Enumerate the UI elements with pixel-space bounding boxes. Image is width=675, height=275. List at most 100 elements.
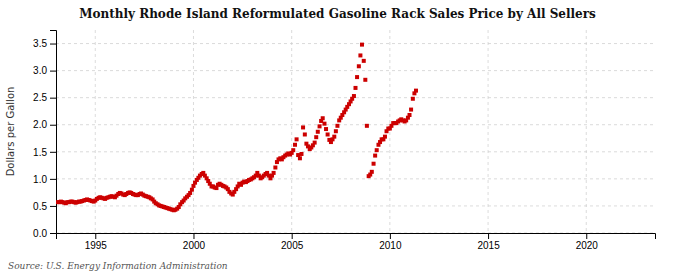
tick: 2000 <box>183 233 206 251</box>
point <box>291 148 295 152</box>
tick: 1.5 <box>33 147 56 158</box>
source: Source: U.S. Energy Information Administ… <box>8 261 228 271</box>
tick-label: 2005 <box>281 240 304 251</box>
point <box>357 64 361 68</box>
tick-label: 0.0 <box>33 228 47 239</box>
point <box>408 113 412 117</box>
tick-mark <box>488 233 489 239</box>
tick-mark <box>50 98 56 99</box>
axis-line <box>50 31 57 234</box>
point <box>362 59 366 63</box>
tick: 2015 <box>477 233 500 251</box>
point <box>358 53 362 57</box>
tick-mark <box>50 206 56 207</box>
tick-label: 3.5 <box>33 38 47 49</box>
grid-line <box>56 43 655 44</box>
point <box>373 154 377 158</box>
y-axis: 0.0 0.5 1.0 1.5 2.0 2.5 3.0 3.5 <box>33 31 56 239</box>
tick-label: 1.5 <box>33 147 47 158</box>
point <box>190 188 194 192</box>
tick-label: 2015 <box>477 240 500 251</box>
tick-mark <box>390 233 391 239</box>
point <box>363 78 367 82</box>
point <box>354 86 358 90</box>
point <box>409 108 413 112</box>
point <box>299 152 303 156</box>
grid-line <box>56 205 655 206</box>
tick: 3.0 <box>33 65 56 76</box>
grid-line <box>56 70 655 71</box>
point <box>411 97 415 101</box>
point <box>334 129 338 133</box>
point <box>321 116 325 120</box>
tick-mark <box>50 152 56 153</box>
point <box>301 125 305 129</box>
point <box>355 75 359 79</box>
tick-mark <box>586 233 587 239</box>
point <box>324 127 328 131</box>
tick: 1995 <box>85 233 108 251</box>
tick: 2010 <box>379 233 402 251</box>
tick-label: 2.0 <box>33 119 47 130</box>
point <box>375 148 379 152</box>
tick-label: 1995 <box>85 240 108 251</box>
grid-line <box>193 30 194 233</box>
grid-line <box>488 30 489 233</box>
point <box>322 122 326 126</box>
point <box>272 171 276 175</box>
point <box>352 94 356 98</box>
point <box>318 124 322 128</box>
point <box>303 132 307 136</box>
point <box>273 165 277 169</box>
grid-line <box>389 30 390 233</box>
tick-mark <box>50 44 56 45</box>
tick-label: 2020 <box>576 240 599 251</box>
grid-line <box>56 124 655 125</box>
point <box>414 89 418 93</box>
tick-mark <box>50 179 56 180</box>
point <box>332 135 336 139</box>
point <box>383 135 387 139</box>
point <box>335 124 339 128</box>
point <box>295 137 299 141</box>
tick-mark <box>95 233 96 239</box>
tick-label: 0.5 <box>33 201 47 212</box>
tick: 2.0 <box>33 119 56 130</box>
point <box>316 130 320 134</box>
point <box>360 43 364 47</box>
point <box>293 143 297 147</box>
point <box>298 156 302 160</box>
tick: 2.5 <box>33 92 56 103</box>
grid-line <box>586 30 587 233</box>
grid-line <box>56 151 655 152</box>
point <box>314 135 318 139</box>
point <box>313 141 317 145</box>
tick: 3.5 <box>33 38 56 49</box>
x-axis: 1995 2000 2005 2010 2015 2020 <box>57 233 656 251</box>
point <box>372 162 376 166</box>
tick-mark <box>193 233 194 239</box>
point <box>365 124 369 128</box>
tick-label: 2.5 <box>33 92 47 103</box>
point <box>326 132 330 136</box>
tick-mark <box>292 233 293 239</box>
grid-line <box>56 178 655 179</box>
tick: 2005 <box>281 233 304 251</box>
tick-mark <box>50 71 56 72</box>
tick-label: 2000 <box>183 240 206 251</box>
tick-label: 1.0 <box>33 174 47 185</box>
point <box>370 170 374 174</box>
points <box>56 43 418 213</box>
tick: 2020 <box>576 233 599 251</box>
tick-label: 3.0 <box>33 65 47 76</box>
grid <box>56 30 655 233</box>
y-axis-label: Dollars per Gallon <box>5 87 16 177</box>
tick: 0.0 <box>33 228 56 239</box>
tick-label: 2010 <box>379 240 402 251</box>
plot: 1995 2000 2005 2010 2015 2020 0.0 0.5 1.0 1.5 2.0 2… <box>33 30 655 251</box>
chart: 1995 2000 2005 2010 2015 2020 0.0 0.5 1.0 1.5 2.0 2… <box>0 0 675 275</box>
grid-line <box>291 30 292 233</box>
tick: 1.0 <box>33 174 56 185</box>
tick: 0.5 <box>33 201 56 212</box>
title: Monthly Rhode Island Reformulated Gasoli… <box>79 7 596 21</box>
